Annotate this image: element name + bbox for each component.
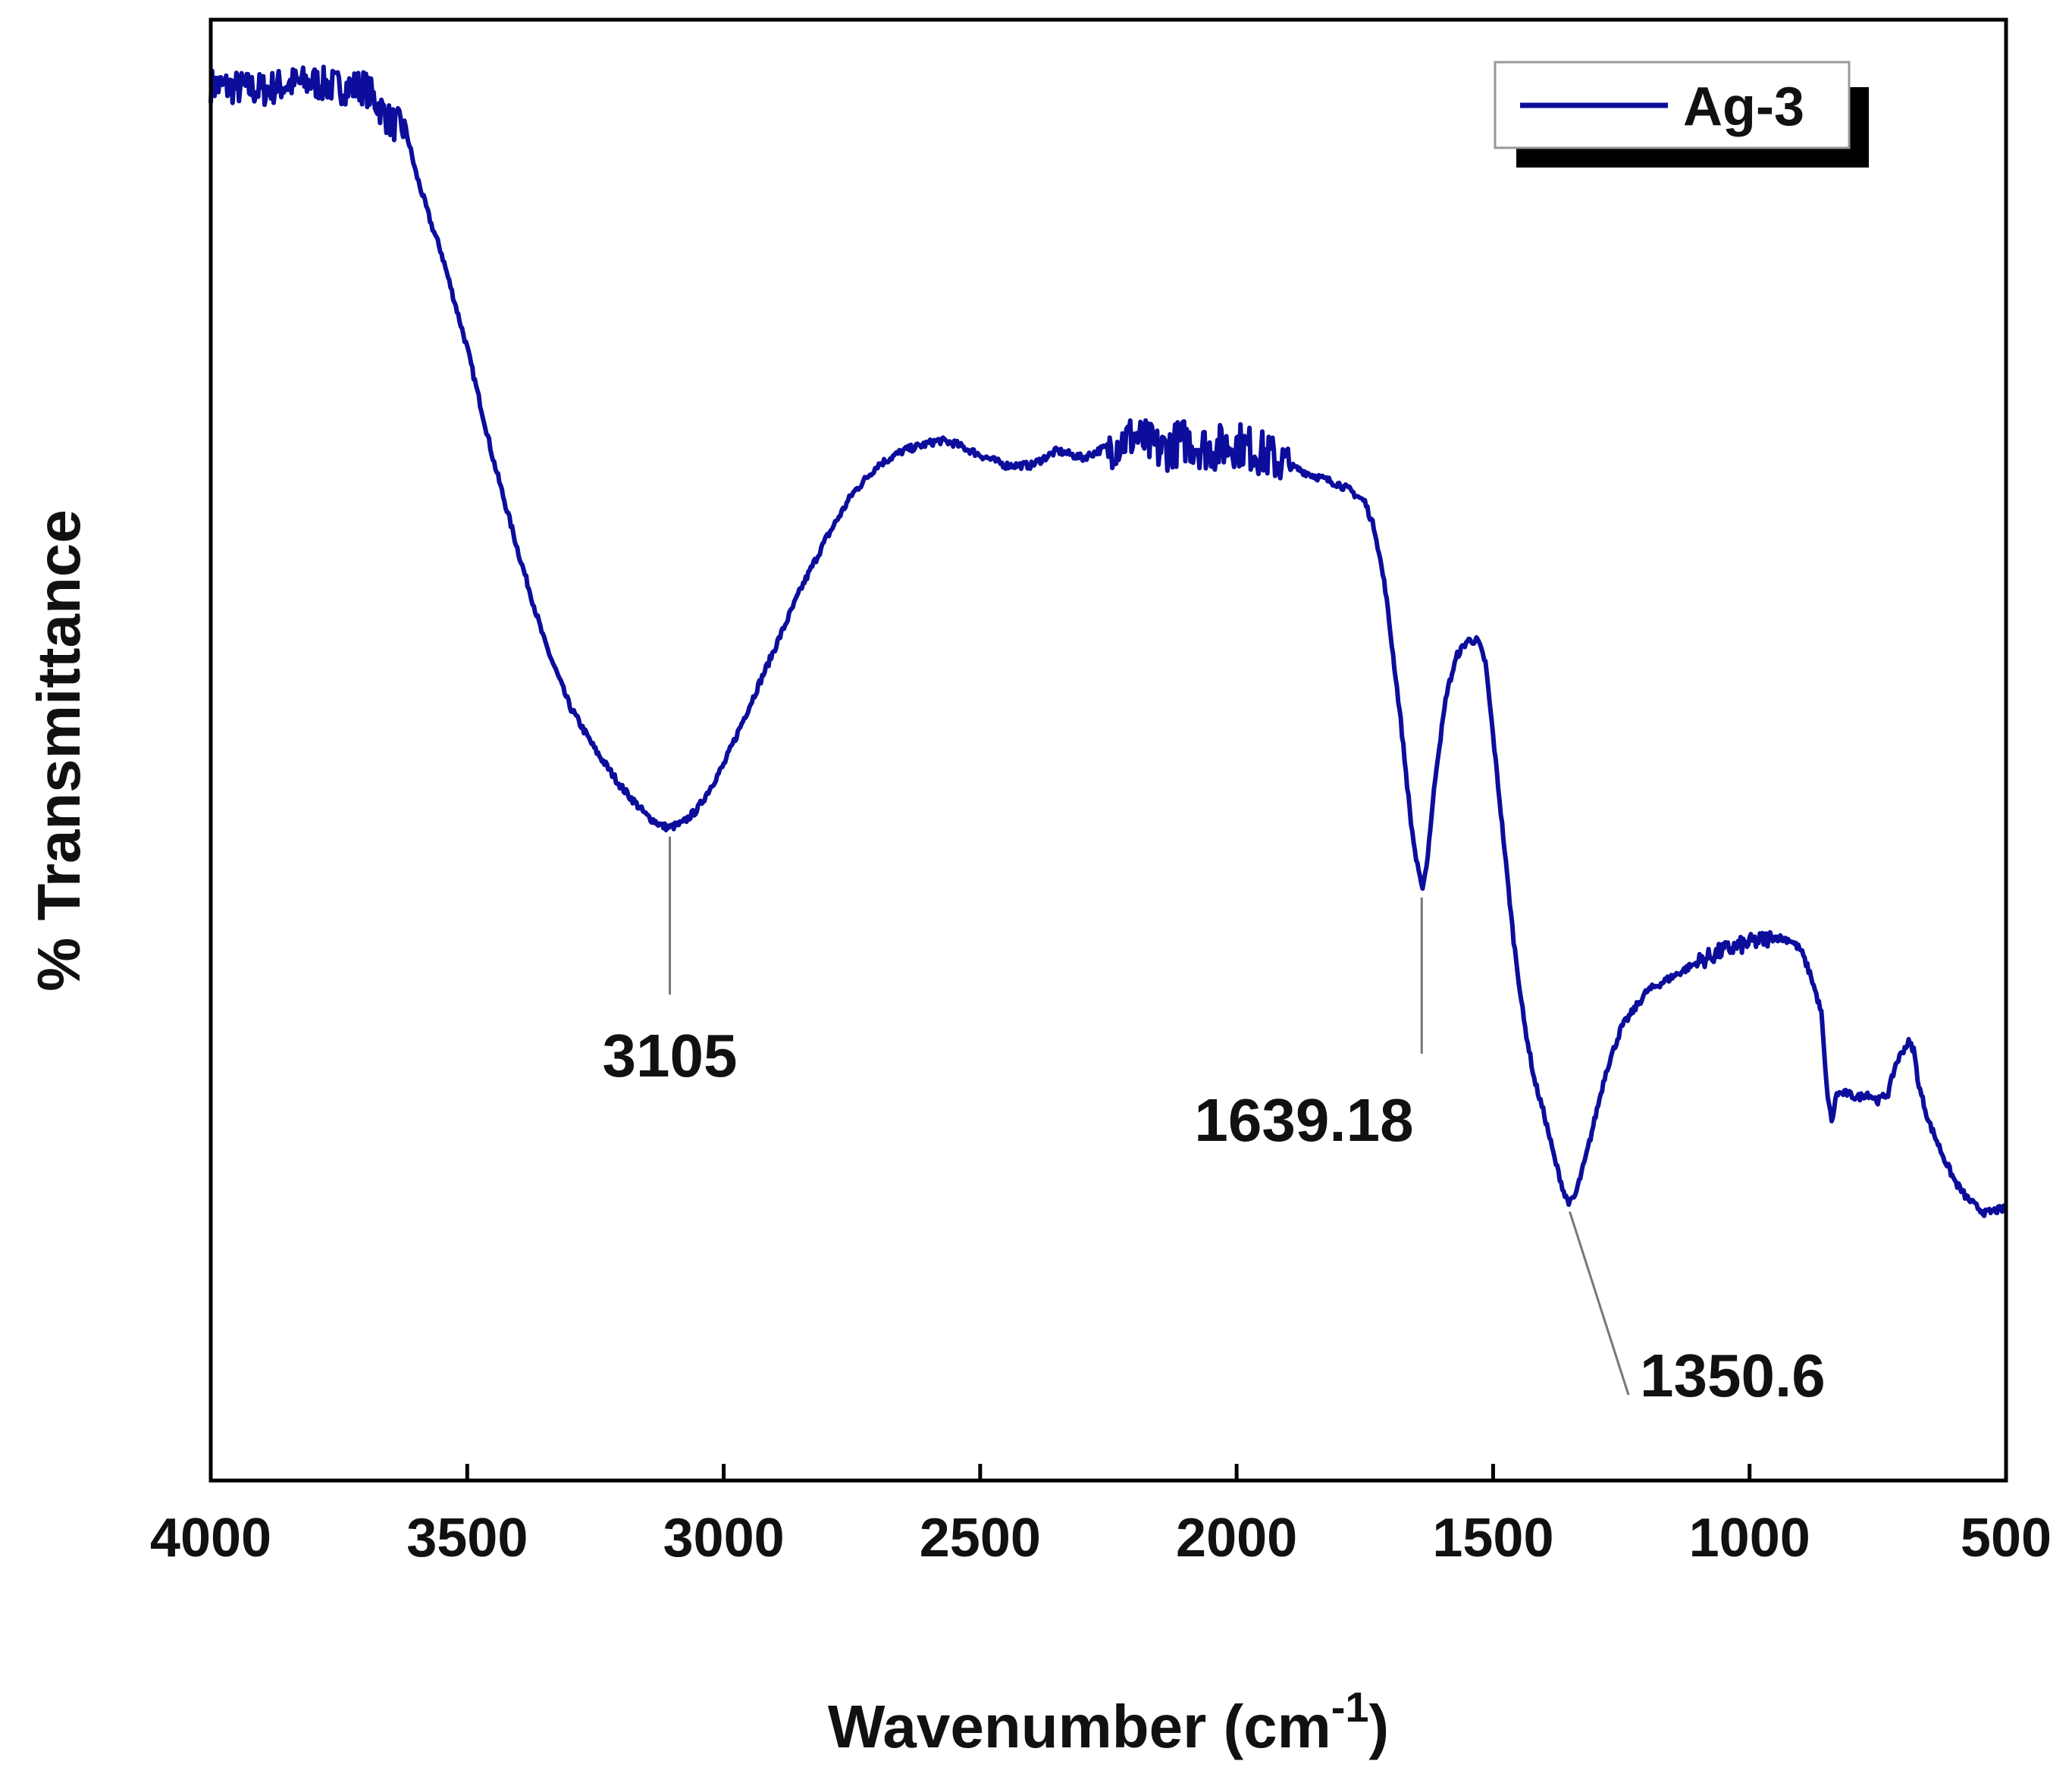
x-tick-label-2500: 2500 xyxy=(920,1508,1041,1568)
x-axis: 4000 3500 3000 2500 2000 1500 1000 500 xyxy=(150,1464,2052,1568)
x-tick-label-1000: 1000 xyxy=(1689,1508,1810,1568)
annotation-layer: 3105 1639.18 1350.6 xyxy=(603,836,1826,1409)
x-tick-label-3000: 3000 xyxy=(663,1508,784,1568)
legend-label-ag-3: Ag-3 xyxy=(1683,77,1804,137)
plot-frame xyxy=(208,17,2008,1483)
x-axis-title-superscript: -1 xyxy=(1331,1683,1369,1731)
legend: Ag-3 xyxy=(1494,61,1869,168)
x-tick-label-3500: 3500 xyxy=(406,1508,528,1568)
x-axis-title: Wavenumber (cm-1) xyxy=(828,1683,1389,1760)
x-tick-label-4000: 4000 xyxy=(150,1508,271,1568)
x-axis-title-close: ) xyxy=(1369,1693,1390,1760)
x-tick-label-500: 500 xyxy=(1961,1508,2052,1568)
series-line-ag-3 xyxy=(208,64,2008,1218)
x-axis-title-main: Wavenumber (cm xyxy=(828,1693,1331,1760)
peak-leader-1350.6 xyxy=(1569,1211,1630,1396)
x-tick-label-2000: 2000 xyxy=(1176,1508,1297,1568)
y-axis-title: % Transmittance xyxy=(25,509,92,992)
peak-label-3105: 3105 xyxy=(603,1022,738,1089)
peak-label-1350.6: 1350.6 xyxy=(1640,1342,1826,1409)
peak-label-1639.18: 1639.18 xyxy=(1194,1086,1413,1154)
plot-layer xyxy=(208,64,2008,1218)
x-tick-label-1500: 1500 xyxy=(1432,1508,1553,1568)
